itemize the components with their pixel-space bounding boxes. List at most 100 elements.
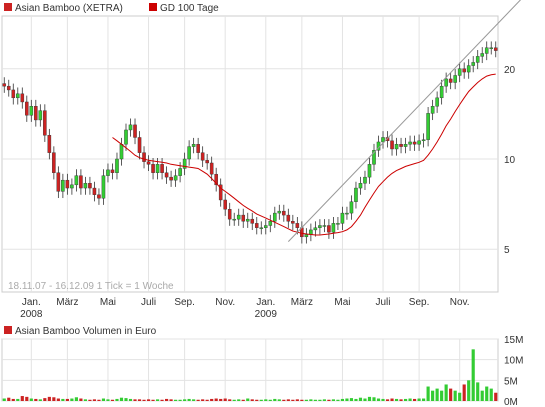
- volume-legend: Asian Bamboo Volumen in Euro: [4, 326, 157, 337]
- volume-bar: [183, 399, 187, 401]
- volume-bar: [52, 397, 56, 401]
- candle-up: [128, 124, 133, 131]
- volume-bar: [101, 398, 106, 401]
- volume-bar: [79, 398, 83, 401]
- volume-bar: [489, 388, 493, 401]
- candle-down: [133, 124, 137, 138]
- candle-down: [205, 160, 209, 164]
- candle-down: [160, 164, 164, 173]
- candle-down: [20, 93, 25, 103]
- volume-bar: [25, 396, 29, 401]
- volume-bar: [115, 398, 119, 401]
- volume-bar: [228, 399, 232, 401]
- candle-up: [471, 62, 475, 66]
- volume-bar: [363, 398, 367, 401]
- price-y-tick-label: 20: [504, 65, 516, 76]
- candle-up: [381, 137, 385, 143]
- volume-bar: [151, 399, 155, 401]
- volume-bar: [169, 399, 173, 401]
- candle-up: [466, 65, 471, 73]
- candle-up: [173, 175, 178, 181]
- volume-bar: [304, 399, 308, 401]
- volume-bar: [74, 397, 78, 401]
- volume-bar: [444, 384, 448, 401]
- candle-up: [16, 93, 20, 99]
- candle-up: [354, 187, 358, 202]
- candle-up: [363, 176, 367, 184]
- volume-bar: [476, 382, 480, 401]
- volume-y-tick-label: 10M: [504, 356, 523, 367]
- series-legend-label: Asian Bamboo (XETRA): [15, 3, 123, 14]
- volume-bar: [340, 398, 345, 401]
- candle-down: [327, 225, 331, 233]
- volume-bar: [205, 399, 209, 401]
- volume-bar: [458, 392, 462, 401]
- volume-bar: [146, 399, 151, 401]
- moving-average-line: [112, 73, 496, 236]
- candle-up: [345, 212, 349, 215]
- volume-bar: [264, 399, 268, 401]
- candle-down: [151, 164, 155, 173]
- candle-down: [295, 223, 300, 228]
- volume-bar: [196, 399, 200, 401]
- candle-down: [227, 209, 232, 220]
- volume-bar: [174, 399, 178, 401]
- candle-down: [52, 152, 56, 173]
- volume-bar: [449, 388, 453, 401]
- volume-legend-swatch: [4, 326, 12, 334]
- volume-bar: [38, 399, 42, 401]
- year-label: 2008: [20, 309, 43, 320]
- volume-bar: [381, 398, 385, 401]
- volume-bar: [20, 396, 24, 401]
- volume-bar: [232, 399, 236, 401]
- candle-down: [56, 172, 61, 192]
- candle-down: [137, 137, 142, 153]
- volume-bar: [97, 399, 101, 401]
- price-y-tick-label: 5: [504, 245, 510, 256]
- price-x-tick-label: Mai: [100, 297, 116, 308]
- candle-down: [6, 85, 11, 91]
- price-y-tick-label: 10: [504, 155, 516, 166]
- volume-bar: [237, 399, 241, 401]
- volume-bar: [47, 396, 51, 401]
- candle-up: [245, 218, 250, 222]
- volume-y-tick-label: 0M: [504, 397, 518, 407]
- volume-bar: [133, 399, 137, 401]
- volume-y-tick-label: 5M: [504, 376, 518, 387]
- candle-up: [264, 225, 268, 228]
- candle-down: [65, 179, 70, 189]
- volume-bar: [403, 398, 408, 401]
- candle-down: [34, 106, 38, 121]
- volume-bar: [286, 399, 290, 401]
- volume-bar: [390, 398, 394, 401]
- price-x-tick-label: Jan.: [256, 297, 275, 308]
- volume-bar: [385, 399, 390, 401]
- volume-bar: [358, 397, 363, 401]
- candle-up: [367, 164, 372, 178]
- candle-down: [110, 169, 115, 173]
- volume-bar: [327, 399, 331, 401]
- volume-bar: [413, 398, 417, 401]
- volume-bar: [2, 398, 6, 401]
- volume-bar: [480, 390, 484, 401]
- candle-up: [435, 97, 439, 107]
- candle-up: [83, 183, 88, 189]
- volume-bar: [201, 399, 205, 401]
- candle-up: [304, 234, 309, 238]
- candle-up: [331, 223, 336, 233]
- candle-down: [25, 101, 29, 116]
- candle-up: [70, 184, 74, 189]
- volume-bar: [210, 398, 214, 401]
- price-x-tick-label: Sep.: [409, 297, 430, 308]
- candle-up: [426, 113, 430, 140]
- volume-bar: [435, 388, 439, 401]
- candle-down: [11, 89, 16, 99]
- candle-down: [164, 172, 169, 178]
- volume-bar: [467, 380, 471, 401]
- candle-up: [484, 47, 489, 54]
- volume-bar: [291, 399, 295, 401]
- volume-bar: [313, 399, 317, 401]
- volume-bar: [65, 398, 69, 401]
- candle-up: [29, 106, 34, 116]
- price-x-tick-label: Juli: [376, 297, 391, 308]
